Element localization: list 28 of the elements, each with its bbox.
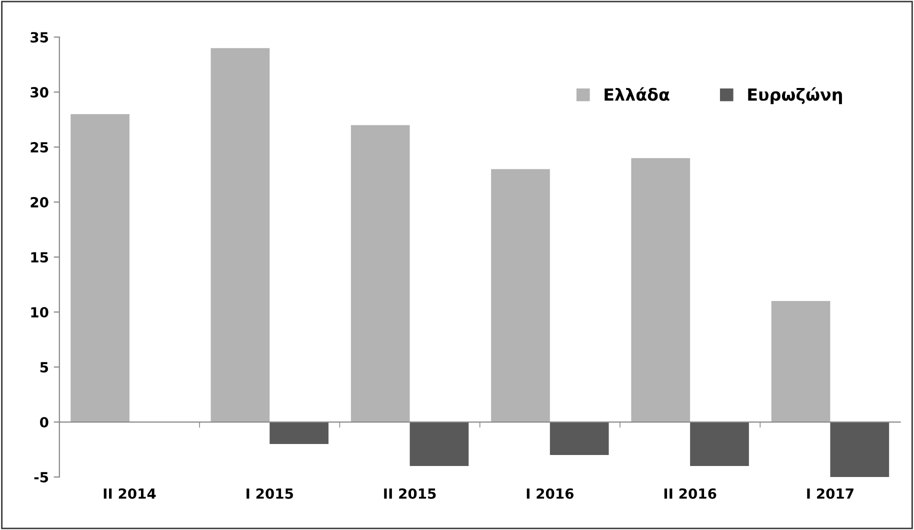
x-tick-label: I 2016 [526, 488, 574, 499]
bar [491, 169, 550, 422]
x-tick-label: II 2014 [104, 488, 156, 499]
bar [210, 48, 270, 422]
y-tick-label: 25 [30, 142, 48, 153]
y-tick-label: 0 [40, 416, 48, 428]
y-tick-label: 10 [31, 307, 48, 318]
x-tick-label: I 2015 [246, 488, 293, 499]
x-tick-label: I 2017 [807, 488, 854, 499]
y-tick-label: 20 [30, 197, 48, 208]
bar [830, 422, 890, 477]
bar [550, 422, 609, 456]
legend-label: Ευρωζώνη [748, 87, 842, 104]
y-tick-label: 5 [40, 362, 48, 372]
bar [690, 422, 749, 466]
y-tick-label: -5 [34, 472, 48, 482]
bar [631, 158, 690, 422]
bar [410, 422, 469, 466]
y-tick-label: 35 [30, 32, 48, 43]
x-tick-label: II 2015 [384, 488, 436, 499]
bar [350, 125, 410, 422]
y-tick-label: 30 [30, 87, 48, 98]
y-tick-label: 15 [31, 252, 48, 263]
legend-label: Ελλάδα [604, 87, 670, 101]
bar [70, 114, 130, 422]
bar [771, 301, 830, 422]
bar [270, 422, 328, 444]
x-tick-label: II 2016 [664, 488, 716, 499]
